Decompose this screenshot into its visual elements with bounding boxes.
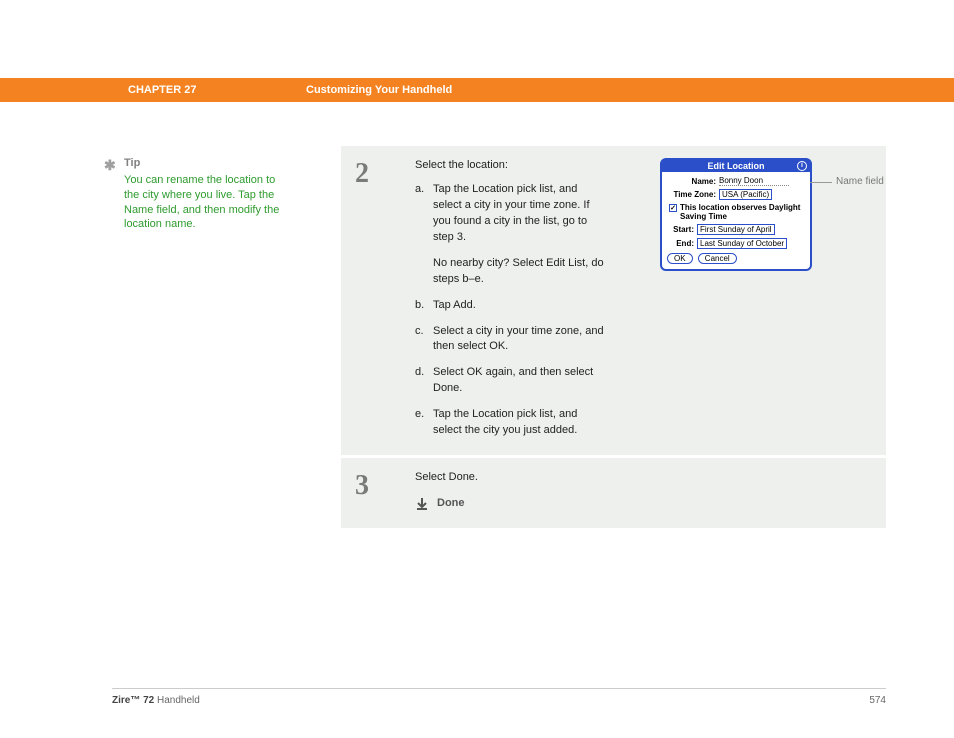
page-number: 574 [869, 695, 886, 706]
substep-letter: c. [415, 324, 433, 356]
substep-e: e. Tap the Location pick list, and selec… [415, 407, 607, 439]
timezone-row: Time Zone: USA (Pacific) [667, 189, 805, 200]
cancel-button[interactable]: Cancel [698, 253, 737, 264]
chapter-title: Customizing Your Handheld [306, 84, 452, 96]
dst-text: This location observes Daylight Saving T… [680, 203, 805, 221]
substep-d: d. Select OK again, and then select Done… [415, 365, 607, 397]
step-number: 2 [355, 158, 415, 439]
name-label: Name: [667, 177, 719, 186]
edit-location-dialog: Edit Location i Name: Bonny Doon Time Zo… [660, 158, 812, 271]
tip-text: You can rename the location to the city … [124, 173, 289, 232]
info-icon[interactable]: i [797, 161, 807, 171]
step-3-intro: Select Done. [415, 470, 864, 486]
substep-a: a. Tap the Location pick list, and selec… [415, 182, 607, 288]
tip-block: ✱ Tip You can rename the location to the… [104, 156, 289, 232]
callout-label: Name field [836, 176, 884, 187]
substep-text: Tap the Location pick list, and select t… [433, 407, 607, 439]
dialog-title-text: Edit Location [708, 161, 765, 171]
end-picklist[interactable]: Last Sunday of October [697, 238, 787, 249]
dialog-titlebar: Edit Location i [662, 160, 810, 172]
chapter-number: CHAPTER 27 [128, 84, 196, 96]
step-2-body: Select the location: a. Tap the Location… [415, 158, 615, 439]
substep-text: Tap Add. [433, 298, 607, 314]
substep-text: Select OK again, and then select Done. [433, 365, 607, 397]
done-row: Done [415, 496, 864, 512]
done-arrow-icon [415, 497, 429, 511]
start-row: Start: First Sunday of April [667, 224, 805, 235]
manual-page: CHAPTER 27 Customizing Your Handheld ✱ T… [0, 0, 954, 738]
tip-star-icon: ✱ [104, 156, 116, 175]
dialog-buttons: OK Cancel [667, 253, 805, 264]
substep-letter: a. [415, 182, 433, 288]
ok-button[interactable]: OK [667, 253, 693, 264]
end-row: End: Last Sunday of October [667, 238, 805, 249]
product-name: Zire™ 72 Handheld [112, 695, 200, 706]
timezone-label: Time Zone: [667, 190, 719, 199]
step-2-intro: Select the location: [415, 158, 607, 174]
tip-label: Tip [124, 156, 289, 171]
chapter-header-bar: CHAPTER 27 Customizing Your Handheld [0, 78, 954, 102]
start-label: Start: [667, 225, 697, 234]
substep-letter: e. [415, 407, 433, 439]
timezone-picklist[interactable]: USA (Pacific) [719, 189, 772, 200]
substep-letter: b. [415, 298, 433, 314]
name-field[interactable]: Bonny Doon [719, 176, 789, 186]
step-number: 3 [355, 470, 415, 512]
substep-c: c. Select a city in your time zone, and … [415, 324, 607, 356]
substep-extra: No nearby city? Select Edit List, do ste… [433, 256, 607, 288]
done-label: Done [437, 496, 465, 512]
callout-leader-line [810, 182, 832, 183]
dst-checkbox[interactable]: ✓ [669, 204, 677, 212]
name-row: Name: Bonny Doon [667, 176, 805, 186]
step-3-row: 3 Select Done. Done [341, 458, 886, 531]
substep-b: b. Tap Add. [415, 298, 607, 314]
dst-row: ✓ This location observes Daylight Saving… [669, 203, 805, 221]
page-footer: Zire™ 72 Handheld 574 [112, 688, 886, 706]
step-3-body: Select Done. Done [415, 470, 872, 512]
substep-text: Select a city in your time zone, and the… [433, 324, 607, 356]
end-label: End: [667, 239, 697, 248]
substep-text: Tap the Location pick list, and select a… [433, 182, 607, 246]
substep-letter: d. [415, 365, 433, 397]
start-picklist[interactable]: First Sunday of April [697, 224, 775, 235]
